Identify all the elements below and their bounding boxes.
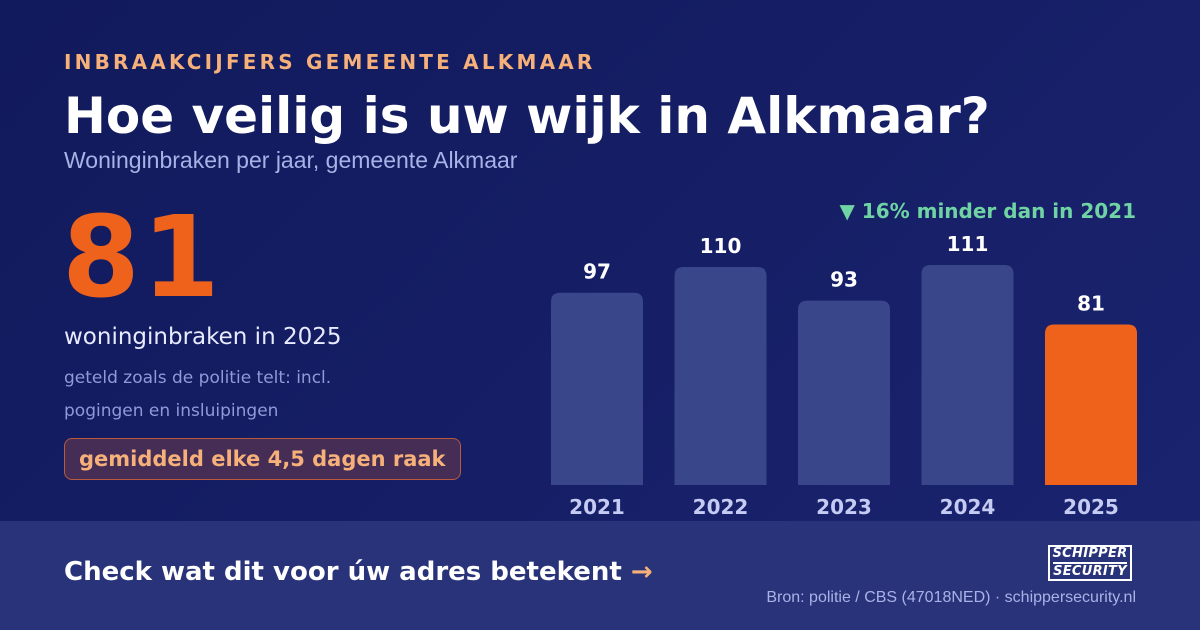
bar-2022 xyxy=(674,266,767,485)
tick-label-2022: 2022 xyxy=(693,495,749,519)
tick-label-2023: 2023 xyxy=(816,495,872,519)
value-label-2021: 97 xyxy=(583,260,611,284)
company-logo: SCHIPPER SECURITY xyxy=(1048,545,1132,581)
bar-2024 xyxy=(921,265,1014,485)
frequency-badge: gemiddeld elke 4,5 dagen raak xyxy=(64,438,461,480)
logo-line-2: SECURITY xyxy=(1053,563,1127,579)
highlight-number: 81 xyxy=(62,193,222,323)
tick-label-2024: 2024 xyxy=(940,495,996,519)
bar-2025 xyxy=(1045,324,1137,485)
frequency-badge-text: gemiddeld elke 4,5 dagen raak xyxy=(79,447,446,471)
value-label-2024: 111 xyxy=(947,232,989,256)
tick-label-2025: 2025 xyxy=(1063,495,1119,519)
page-title: Hoe veilig is uw wijk in Alkmaar? xyxy=(64,87,990,145)
value-label-2023: 93 xyxy=(830,268,858,292)
bar-2023 xyxy=(798,300,890,485)
tick-label-2021: 2021 xyxy=(569,495,625,519)
source-credit: Bron: politie / CBS (47018NED) · schippe… xyxy=(766,589,1136,606)
logo-divider xyxy=(1053,562,1127,564)
arrow-right-icon: → xyxy=(630,557,653,587)
cta-link[interactable]: Check wat dit voor úw adres betekent → xyxy=(64,557,653,587)
cta-text: Check wat dit voor úw adres betekent xyxy=(64,557,622,587)
bar-2021 xyxy=(551,292,643,485)
footer-bar xyxy=(0,521,1200,630)
count-footnote: geteld zoals de politie telt: incl. pogi… xyxy=(64,368,332,421)
highlight-caption: woninginbraken in 2025 xyxy=(64,324,342,350)
change-indicator: ▼ 16% minder dan in 2021 xyxy=(839,199,1136,223)
logo-line-1: SCHIPPER xyxy=(1052,546,1128,562)
value-label-2025: 81 xyxy=(1077,291,1105,315)
value-label-2022: 110 xyxy=(700,234,742,258)
kicker: INBRAAKCIJFERS GEMEENTE ALKMAAR xyxy=(64,50,596,74)
page-subtitle: Woninginbraken per jaar, gemeente Alkmaa… xyxy=(64,147,518,173)
